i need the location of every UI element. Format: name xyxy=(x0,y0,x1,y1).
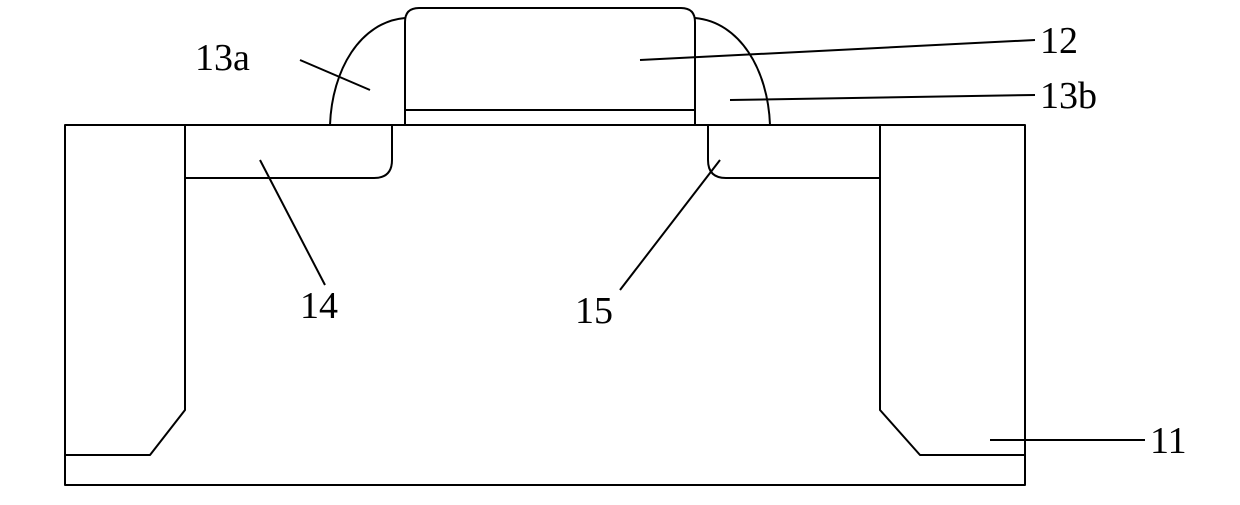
leader-l13b xyxy=(730,95,1035,100)
label-l12: 12 xyxy=(1040,20,1078,62)
sd-region-left xyxy=(185,125,392,178)
sd-region-right xyxy=(708,125,880,178)
label-l15: 15 xyxy=(575,290,613,332)
leader-l13a xyxy=(300,60,370,90)
label-l11: 11 xyxy=(1150,420,1187,462)
leader-l12 xyxy=(640,40,1035,60)
sti-left xyxy=(65,125,185,455)
sti-right xyxy=(880,125,1025,455)
label-l14: 14 xyxy=(300,285,338,327)
spacer-left xyxy=(330,18,405,125)
leader-l15 xyxy=(620,160,720,290)
label-l13b: 13b xyxy=(1040,75,1097,117)
label-l13a: 13a xyxy=(195,37,250,79)
spacer-right xyxy=(695,18,770,125)
gate-stack xyxy=(405,8,695,125)
